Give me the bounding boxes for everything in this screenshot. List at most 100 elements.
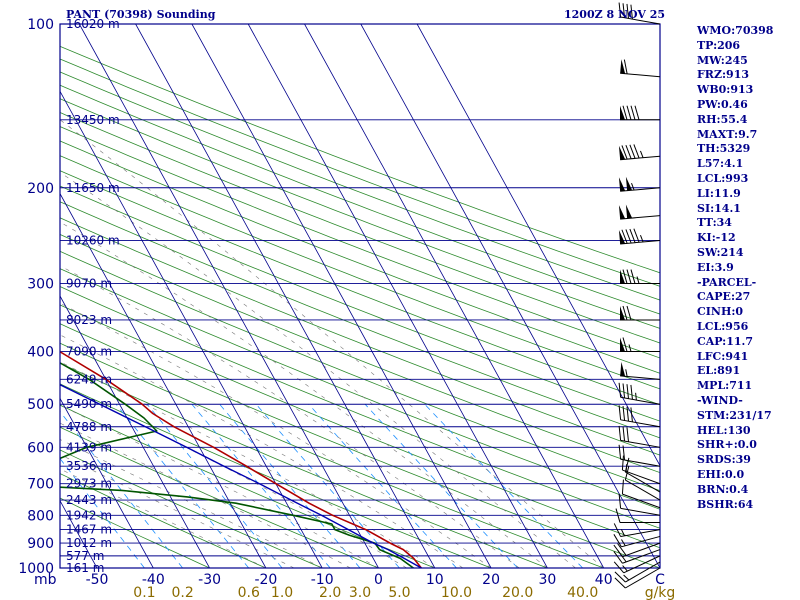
temperature-tick-label: -30 [198, 572, 221, 588]
pressure-tick-label: 600 [27, 440, 54, 456]
mixing-ratio-tick-label: 2.0 [319, 585, 341, 600]
dry-adiabat [60, 404, 435, 568]
wind-barb-pennant [618, 177, 626, 192]
mixing-ratio-line [424, 403, 583, 568]
wind-barb-flag [621, 479, 624, 495]
temperature-tick-label: 30 [538, 572, 556, 588]
height-label: 577 m [66, 549, 104, 563]
dry-adiabat [60, 473, 267, 568]
dry-adiabat [60, 449, 323, 568]
dry-adiabat [60, 268, 660, 510]
wind-barb [621, 479, 661, 509]
wind-barb [620, 269, 660, 285]
wind-barb-staff [620, 72, 661, 78]
dry-adiabat [60, 233, 660, 474]
stability-index-item: -WIND- [697, 393, 743, 407]
wind-barb-flag [626, 3, 629, 19]
height-label: 4788 m [66, 420, 112, 434]
chart-time: 1200Z 8 NOV 25 [564, 8, 666, 21]
wind-barb-staff [620, 215, 661, 220]
wind-barb-staff [620, 458, 661, 467]
stability-index-item: TP:206 [697, 38, 741, 52]
wind-barb-pennant [620, 361, 626, 377]
pressure-tick-label: 200 [27, 181, 54, 197]
wind-barb-flag [618, 425, 622, 441]
isotherm-line [247, 24, 548, 568]
wind-barb-flag [613, 551, 623, 564]
wind-barb-flag [622, 269, 628, 284]
wind-barb-half-flag [625, 464, 628, 472]
wind-barb-flag [618, 2, 622, 18]
dry-adiabat [60, 323, 660, 568]
stability-index-item: EI:3.9 [697, 260, 734, 274]
dry-adiabat [60, 98, 660, 329]
wind-barb [613, 555, 661, 574]
wind-barb-staff [625, 567, 661, 589]
temperature-tick-label: 20 [482, 572, 500, 588]
wind-barb [620, 59, 661, 78]
height-label: 11650 m [66, 181, 120, 195]
wind-barb [613, 542, 661, 558]
wind-barb-pennant [618, 230, 626, 244]
wind-barb-flag [634, 105, 640, 120]
stability-index-item: STM:231/17 [697, 408, 772, 422]
wind-barb-pennant [620, 305, 625, 320]
wind-barb-flag [623, 59, 628, 74]
dry-adiabat [60, 126, 660, 359]
stability-index-item: RH:55.4 [697, 112, 748, 126]
wind-barb [618, 176, 661, 192]
mixing-ratio-line [60, 457, 145, 568]
stability-index-item: MPL:711 [697, 379, 753, 393]
temperature-tick-label: 0 [374, 572, 383, 588]
wind-barb-flag [626, 305, 632, 321]
dry-adiabat [60, 140, 660, 374]
dry-adiabat [60, 155, 660, 390]
wind-barb-flag [626, 427, 629, 442]
wind-barb-flag [614, 571, 626, 583]
plot-frame [59, 23, 661, 569]
wind-barb-flag [630, 384, 633, 400]
wind-barb-flag [615, 508, 621, 523]
wind-barb-flag [626, 406, 629, 422]
temperature-tick-label: -20 [254, 572, 277, 588]
wind-barb-flag [621, 145, 628, 160]
stability-index-item: WMO:70398 [697, 24, 774, 37]
wind-barb-flag [618, 382, 622, 398]
mixing-ratio-tick-label: 1.0 [271, 585, 293, 600]
mixing-ratio-line [115, 403, 250, 568]
isotherm-line [191, 24, 492, 568]
stability-indices-list: WMO:70398 TP:206 MW:245 FRZ:913 WB0:913 PW:0.… [697, 24, 773, 512]
wind-barb-flag [625, 144, 632, 159]
mixing-ratio-tick-label: 0.6 [238, 585, 260, 600]
wind-barb-pennant [620, 337, 625, 352]
wind-barb-staff [620, 529, 661, 538]
stability-index-item: MW:245 [697, 53, 748, 67]
wind-barb-half-flag [639, 150, 644, 158]
height-label: 16020 m [66, 17, 120, 31]
height-label: 161 m [66, 561, 104, 575]
wind-barb-staff [620, 375, 661, 380]
wind-barb-flag [617, 543, 627, 556]
dry-adiabat [60, 426, 379, 568]
wind-barb [614, 567, 661, 589]
mixing-ratio-tick-label: 0.2 [172, 585, 194, 600]
mixing-ratio-tick-label: 0.1 [133, 585, 155, 600]
stability-index-item: CINH:0 [697, 305, 744, 319]
wind-barb-flag [622, 426, 626, 442]
dry-adiabat [60, 250, 660, 492]
wind-barb [618, 493, 661, 516]
pressure-unit-label: mb [34, 572, 57, 588]
pressure-tick-label: 500 [27, 397, 54, 413]
wind-barb-staff [622, 542, 661, 558]
wind-barb-half-flag [628, 344, 632, 352]
wind-barb [620, 361, 661, 380]
wind-barb-flag [626, 269, 632, 284]
stability-index-item: SHR+:0.0 [697, 438, 757, 452]
stability-index-item: -PARCEL- [697, 275, 757, 289]
mixing-ratio-unit-label: g/kg [645, 585, 676, 600]
dry-adiabat [60, 342, 604, 568]
temperature-tick-label: -50 [86, 572, 109, 588]
wind-barb-flag [622, 445, 626, 461]
wind-barb-pennant [618, 145, 626, 160]
stability-index-item: EHI:0.0 [697, 467, 745, 481]
